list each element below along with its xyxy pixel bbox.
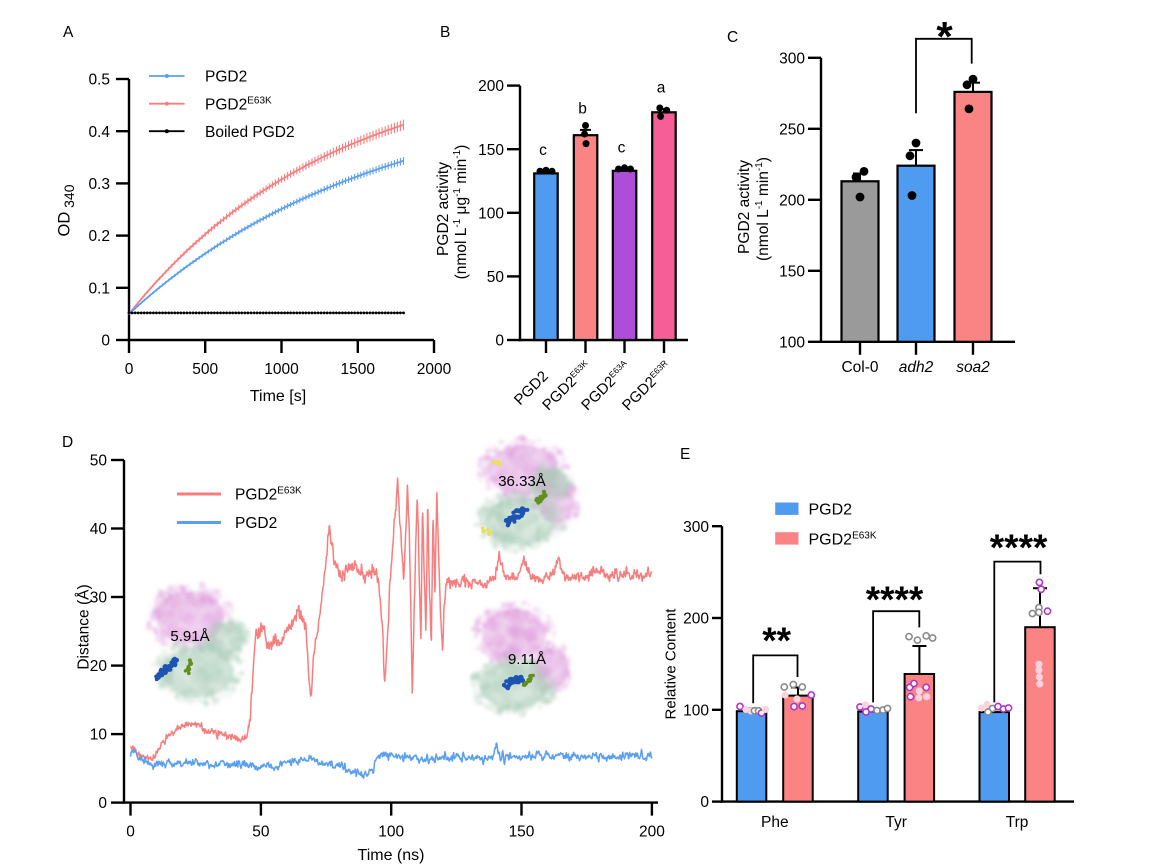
svg-text:Time (ns): Time (ns): [358, 847, 425, 864]
svg-text:D: D: [62, 434, 73, 451]
svg-text:20: 20: [90, 658, 108, 675]
svg-text:10: 10: [90, 727, 108, 744]
svg-text:adh2: adh2: [899, 359, 934, 376]
svg-text:Phe: Phe: [761, 814, 789, 831]
svg-text:PGD2: PGD2: [809, 502, 853, 519]
svg-text:0.3: 0.3: [88, 176, 110, 193]
svg-text:0: 0: [126, 824, 135, 841]
svg-text:50: 50: [487, 269, 505, 286]
svg-text:200: 200: [478, 78, 504, 95]
svg-text:250: 250: [779, 121, 805, 138]
svg-text:0: 0: [495, 333, 504, 350]
svg-text:1500: 1500: [341, 361, 376, 378]
svg-text:(nmol L-1 min-1): (nmol L-1 min-1): [754, 157, 772, 261]
svg-text:9.11Å: 9.11Å: [508, 651, 546, 668]
svg-text:0.4: 0.4: [88, 124, 110, 141]
svg-text:c: c: [539, 142, 547, 159]
svg-text:Trp: Trp: [1006, 814, 1029, 831]
svg-text:100: 100: [378, 824, 404, 841]
svg-text:5.91Å: 5.91Å: [170, 628, 209, 645]
svg-text:c: c: [618, 139, 626, 156]
svg-text:100: 100: [683, 702, 709, 719]
svg-text:E: E: [680, 446, 690, 463]
svg-text:500: 500: [192, 361, 218, 378]
svg-text:0.5: 0.5: [88, 72, 110, 89]
svg-text:****: ****: [866, 579, 924, 620]
svg-text:Col-0: Col-0: [841, 359, 878, 376]
svg-text:*: *: [936, 13, 953, 60]
svg-text:Boiled PGD2: Boiled PGD2: [205, 124, 295, 141]
svg-text:**: **: [762, 620, 791, 661]
svg-text:50: 50: [90, 453, 108, 470]
svg-text:300: 300: [779, 50, 805, 67]
svg-text:150: 150: [478, 142, 504, 159]
svg-text:2000: 2000: [417, 361, 452, 378]
svg-text:100: 100: [478, 205, 504, 222]
svg-text:a: a: [657, 80, 666, 97]
svg-text:A: A: [63, 24, 74, 41]
svg-text:200: 200: [683, 611, 709, 628]
svg-text:C: C: [727, 29, 738, 46]
svg-text:****: ****: [990, 527, 1048, 568]
svg-text:300: 300: [683, 519, 709, 536]
svg-text:PGD2 activity: PGD2 activity: [435, 162, 452, 256]
svg-text:50: 50: [252, 824, 270, 841]
svg-text:soa2: soa2: [956, 359, 990, 376]
svg-text:Time [s]: Time [s]: [250, 388, 306, 405]
svg-text:30: 30: [90, 590, 108, 607]
svg-text:1000: 1000: [264, 361, 299, 378]
svg-text:200: 200: [779, 192, 805, 209]
svg-text:Relative Content: Relative Content: [663, 608, 680, 720]
svg-text:(nmol L-1 μg-1 min-1): (nmol L-1 μg-1 min-1): [452, 145, 470, 280]
svg-text:150: 150: [779, 263, 805, 280]
svg-text:200: 200: [639, 824, 665, 841]
svg-text:0.1: 0.1: [88, 280, 110, 297]
svg-text:B: B: [440, 24, 450, 41]
svg-text:0: 0: [98, 795, 107, 812]
svg-text:Distance (Å): Distance (Å): [76, 584, 93, 669]
svg-text:100: 100: [779, 334, 805, 351]
svg-text:0: 0: [101, 333, 110, 350]
svg-text:36.33Å: 36.33Å: [498, 473, 546, 490]
svg-text:150: 150: [509, 824, 535, 841]
svg-text:PGD2: PGD2: [235, 515, 277, 532]
svg-text:PGD2: PGD2: [205, 69, 247, 86]
svg-text:40: 40: [90, 521, 108, 538]
svg-text:Tyr: Tyr: [885, 814, 907, 831]
svg-text:b: b: [578, 100, 587, 117]
svg-text:PGD2 activity: PGD2 activity: [736, 160, 753, 254]
svg-text:0.2: 0.2: [88, 228, 110, 245]
svg-text:0: 0: [125, 361, 134, 378]
svg-text:0: 0: [700, 794, 709, 811]
svg-text:OD 340: OD 340: [56, 184, 78, 236]
